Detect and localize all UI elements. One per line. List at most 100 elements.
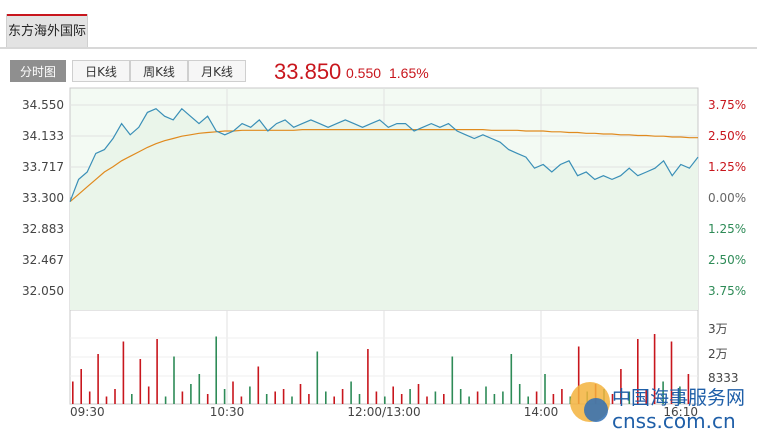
tab-intraday[interactable]: 分时图 [10,60,66,82]
volume-bar [265,394,268,404]
volume-bar [114,389,116,404]
volume-bar [561,389,563,404]
y-pct-label: 1.25% [708,160,746,174]
y-tick-label: 34.133 [22,129,64,143]
tab-monthly-k[interactable]: 月K线 [188,60,246,82]
watermark-logo-dot-icon [584,398,608,422]
volume-bar [375,391,378,404]
x-tick-label: 09:30 [70,405,105,419]
volume-bar [240,396,243,404]
volume-bar [257,366,260,404]
volume-bar [527,396,529,404]
volume-bar [510,354,513,404]
volume-bar [232,381,234,404]
volume-bar [316,351,319,404]
y-tick-label: 32.050 [22,284,64,298]
y-pct-label: 2.50% [708,253,746,267]
y-pct-label: 1.25% [708,222,746,236]
watermark-domain: cnss.com.cn [612,409,736,433]
volume-bar [190,384,192,404]
watermark-title: 中国海事服务网 [612,387,745,409]
volume-bar [620,369,622,404]
volume-bar [628,391,631,404]
volume-bar [173,356,175,404]
volume-bar [443,394,445,404]
volume-bar [384,396,386,404]
volume-bar [181,391,184,404]
volume-bar [164,396,167,404]
tab-accent [7,14,87,16]
volume-bar [367,349,369,404]
stock-name-tab[interactable]: 东方海外国际 [6,14,88,49]
volume-bar [333,396,335,404]
volume-tick-label: 2万 [708,347,728,361]
volume-bar [122,341,125,404]
volume-bar [358,394,361,404]
y-pct-label: 3.75% [708,284,746,298]
volume-bar [350,381,352,404]
y-pct-label: 2.50% [708,129,746,143]
last-price: 33.850 [274,59,342,84]
volume-bar [156,339,158,404]
volume-bar [552,394,555,404]
y-tick-label: 33.717 [22,160,64,174]
volume-bar [518,384,521,404]
volume-bar [131,394,133,404]
volume-bar [679,386,681,404]
volume-axis: 3万 2万 8333 [708,322,739,385]
volume-bar [645,389,647,404]
volume-bar [662,381,664,404]
tab-daily-k[interactable]: 日K线 [72,60,130,82]
volume-bar [291,396,293,404]
volume-bar [670,341,673,404]
volume-bar [105,396,108,404]
y-pct-label: 0.00% [708,191,746,205]
average-price-line [69,129,698,203]
volume-bar [139,359,142,404]
header-bar: 东方海外国际 [0,6,757,49]
volume-bar [468,396,470,404]
y-axis-left: 34.550 34.133 33.717 33.300 32.883 32.467 32.0… [22,98,64,298]
volume-bar [215,336,217,404]
x-tick-label: 12:00/13:00 [347,405,420,419]
y-tick-label: 34.550 [22,98,64,112]
volume-bar [198,374,201,404]
volume-bar [88,391,91,404]
volume-bar [611,394,614,404]
volume-bar [299,384,302,404]
volume-bar [544,374,546,404]
volume-bar [223,389,226,404]
volume-bar [147,386,150,404]
y-tick-label: 32.883 [22,222,64,236]
x-tick-label: 10:30 [210,405,245,419]
volume-bar [308,394,310,404]
x-tick-label: 16:10 [663,405,698,419]
y-tick-label: 33.300 [22,191,64,205]
volume-bar [502,391,504,404]
volume-bar [72,381,74,404]
volume-bar [459,389,462,404]
volume-bar [392,386,394,404]
volume-bar [637,339,639,404]
tab-weekly-k[interactable]: 周K线 [130,60,188,82]
stock-name: 东方海外国际 [7,24,86,39]
volume-bar [451,356,454,404]
volume-bar [485,386,487,404]
volume-bar [80,369,82,404]
x-tick-label: 14:00 [524,405,559,419]
volume-bar [400,394,403,404]
volume-bar [97,354,99,404]
volume-bar [426,396,428,404]
volume-bar [325,391,327,404]
volume-bar [249,386,251,404]
watermark: 中国海事服务网 cnss.com.cn [570,382,745,433]
volume-bar [274,391,276,404]
volume-bar [535,391,538,404]
volume-tick-label: 3万 [708,322,728,336]
volume-bar [282,389,285,404]
x-axis: 09:30 10:30 12:00/13:00 14:00 16:10 [70,405,698,419]
price-area [70,108,698,310]
volume-bar [206,394,209,404]
volume-bar [341,389,344,404]
